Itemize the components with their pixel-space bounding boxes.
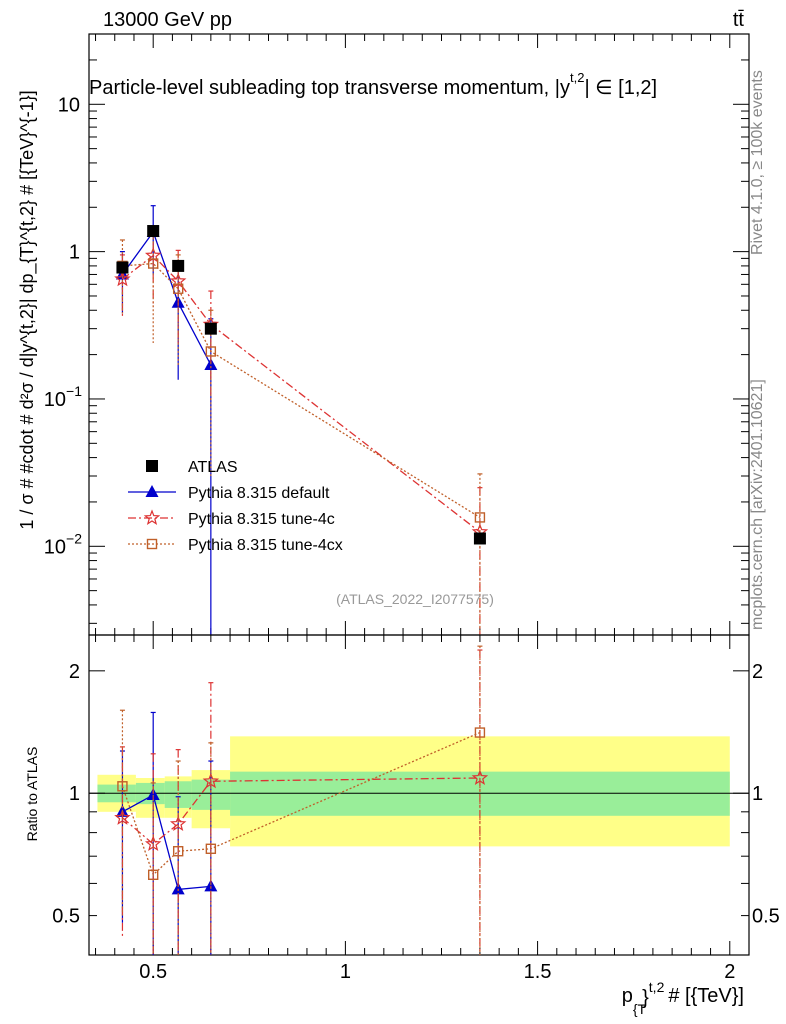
ratio-y-tick-label: 2	[69, 661, 80, 683]
plot-title-end: | ∈ [1,2]	[584, 77, 657, 99]
plot-title-sup: t,2	[570, 70, 584, 85]
x-tick-label: 1.5	[524, 961, 552, 983]
analysis-watermark: (ATLAS_2022_I2077575)	[336, 591, 494, 607]
legend-marker	[143, 509, 161, 526]
ratio-frame	[88, 634, 750, 956]
legend-label: Pythia 8.315 tune-4c	[188, 511, 335, 528]
plot-title-main: Particle-level subleading top transverse…	[89, 77, 570, 99]
series-line	[122, 794, 211, 891]
data-point	[117, 781, 128, 792]
data-point	[172, 259, 185, 272]
xlabel-sub: {T	[633, 1001, 647, 1017]
data-point	[172, 846, 184, 857]
legend-marker	[146, 460, 158, 472]
main-ylabel: 1 / σ # #cdot # d²σ / d|y^{t,2}| dp_{T}^…	[17, 90, 38, 529]
ratio-ylabel: Ratio to ATLAS	[24, 747, 40, 842]
ratio-y-tick-label-right: 2	[752, 661, 763, 683]
mcplots-label: mcplots.cern.ch [arXiv:2401.10621]	[749, 379, 766, 630]
data-point	[147, 225, 160, 238]
series-line	[121, 731, 481, 876]
series-line	[122, 262, 481, 518]
data-point	[171, 882, 185, 895]
main-panel: 10 1 10−1 10−2 ATLAS Pythia 8.315 default Pyth…	[44, 33, 750, 636]
series-pythia-8-315-tune-4cx	[117, 645, 486, 955]
x-tick-label: 2	[724, 961, 735, 983]
data-point	[474, 727, 486, 738]
xlabel-close: }	[642, 987, 649, 1009]
rivet-label: Rivet 4.1.0, ≥ 100k events	[749, 70, 766, 255]
data-point	[474, 512, 486, 523]
y-tick-label: 10	[58, 94, 80, 116]
xlabel-main: p	[622, 985, 633, 1007]
y-tick-label: 10−1	[44, 383, 82, 411]
data-point	[147, 869, 159, 880]
y-tick-label: 1	[69, 242, 80, 264]
legend-label: ATLAS	[188, 459, 238, 476]
ratio-y-tick-label: 0.5	[52, 906, 80, 928]
ratio-y-tick-label: 1	[69, 783, 80, 805]
ratio-panel: 0.5 1 1.5 2 0.5 0.5 1 1 2 2	[52, 634, 780, 983]
series-atlas	[116, 225, 486, 545]
series-pythia-8-315-tune-4cx	[117, 228, 486, 635]
data-point	[146, 787, 160, 800]
data-point	[114, 809, 131, 825]
data-point	[147, 258, 159, 269]
series-line	[122, 254, 481, 533]
process-label: tt̄	[733, 9, 745, 31]
y-tick-label: 10−2	[44, 530, 82, 558]
legend-marker	[146, 538, 158, 550]
xlabel-end: # [{TeV}]	[668, 985, 744, 1007]
ratio-y-tick-label-right: 0.5	[752, 906, 780, 928]
series-line	[122, 777, 480, 845]
data-point	[205, 346, 217, 357]
data-point	[204, 322, 217, 335]
data-point	[473, 532, 486, 545]
xlabel-sup: t,2	[649, 979, 665, 995]
plot-title: Particle-level subleading top transverse…	[89, 70, 657, 99]
legend: ATLAS Pythia 8.315 default Pythia 8.315 tu…	[128, 459, 343, 554]
data-point	[205, 843, 217, 854]
data-point	[204, 879, 218, 892]
legend-marker	[145, 485, 159, 497]
legend-label: Pythia 8.315 default	[188, 485, 330, 502]
ratio-y-tick-label-right: 1	[752, 783, 763, 805]
series-line	[121, 230, 212, 366]
series-pythia-8-315-tune-4c	[114, 649, 489, 955]
x-tick-label: 1	[340, 961, 351, 983]
series-pythia-8-315-default	[115, 205, 218, 635]
legend-label: Pythia 8.315 tune-4cx	[188, 537, 343, 554]
series-pythia-8-315-tune-4c	[114, 225, 489, 635]
x-tick-label: 0.5	[139, 961, 167, 983]
energy-label: 13000 GeV pp	[103, 9, 232, 31]
x-axis-label: p{T}t,2 # [{TeV}]	[622, 979, 744, 1017]
data-point	[116, 261, 129, 274]
data-point	[172, 283, 184, 294]
series-pythia-8-315-default	[115, 711, 218, 955]
data-point	[471, 769, 489, 786]
data-point	[114, 270, 131, 287]
